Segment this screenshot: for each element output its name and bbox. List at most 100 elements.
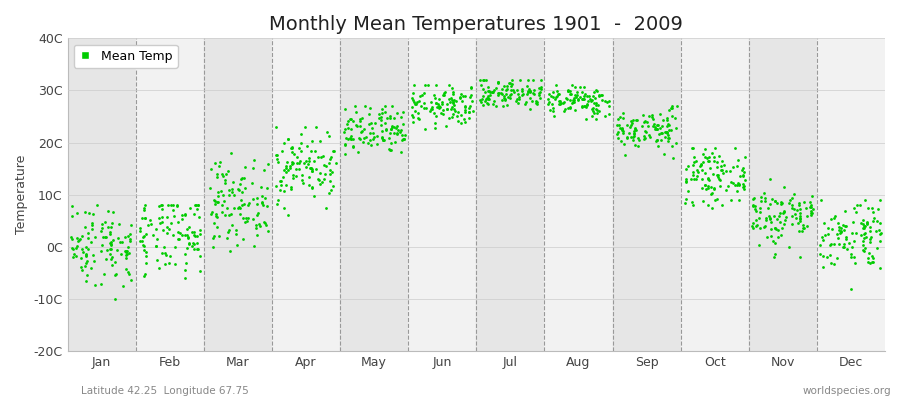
Point — [575, 104, 590, 110]
Point — [839, 222, 853, 229]
Point — [215, 202, 230, 208]
Point — [478, 98, 492, 104]
Bar — [203, 38, 272, 351]
Point — [804, 212, 818, 218]
Point — [710, 159, 724, 166]
Point — [158, 261, 172, 267]
Point — [680, 163, 695, 170]
Point — [561, 87, 575, 93]
Point — [655, 123, 670, 130]
Point — [592, 108, 607, 114]
Point — [396, 136, 410, 142]
Point — [284, 145, 299, 152]
Point — [293, 148, 308, 154]
Point — [369, 133, 383, 140]
Point — [429, 104, 444, 110]
Point — [78, 251, 93, 257]
Point — [390, 130, 404, 136]
Point — [418, 104, 433, 111]
Point — [382, 134, 397, 141]
Point — [212, 189, 226, 195]
Point — [193, 268, 207, 274]
Point — [393, 148, 408, 155]
Point — [81, 235, 95, 241]
Point — [179, 225, 194, 232]
Point — [774, 201, 788, 208]
Point — [707, 145, 722, 151]
Point — [737, 186, 751, 192]
Point — [623, 124, 637, 131]
Point — [74, 254, 88, 261]
Point — [727, 145, 742, 151]
Point — [561, 88, 575, 95]
Bar — [340, 38, 408, 351]
Point — [718, 186, 733, 193]
Point — [785, 201, 799, 208]
Point — [585, 97, 599, 104]
Point — [721, 183, 735, 189]
Point — [241, 202, 256, 208]
Point — [476, 102, 491, 108]
Point — [850, 202, 864, 208]
Point — [69, 234, 84, 241]
Point — [701, 177, 716, 184]
Point — [824, 216, 838, 222]
Point — [827, 215, 842, 222]
Point — [561, 104, 575, 111]
Point — [853, 202, 868, 208]
Point — [696, 159, 710, 166]
Point — [610, 131, 625, 137]
Point — [637, 133, 652, 140]
Point — [629, 127, 643, 133]
Point — [270, 201, 284, 207]
Point — [616, 130, 630, 136]
Point — [391, 123, 405, 129]
Point — [545, 105, 560, 111]
Point — [444, 106, 458, 112]
Point — [96, 234, 111, 240]
Point — [286, 150, 301, 157]
Point — [844, 285, 859, 292]
Point — [554, 99, 569, 106]
Point — [873, 230, 887, 237]
Point — [464, 98, 479, 104]
Point — [454, 112, 469, 118]
Point — [627, 133, 642, 140]
Point — [602, 111, 616, 118]
Point — [510, 87, 525, 93]
Point — [369, 141, 383, 147]
Point — [847, 205, 861, 211]
Point — [844, 250, 859, 257]
Point — [396, 136, 410, 142]
Point — [310, 176, 325, 182]
Point — [90, 202, 104, 208]
Point — [103, 230, 117, 237]
Point — [446, 99, 460, 105]
Point — [159, 224, 174, 230]
Point — [611, 129, 625, 135]
Point — [462, 114, 476, 121]
Point — [302, 155, 316, 161]
Point — [260, 161, 274, 168]
Point — [698, 170, 712, 176]
Point — [752, 209, 767, 216]
Point — [302, 158, 316, 165]
Point — [512, 95, 526, 102]
Point — [175, 232, 189, 238]
Point — [73, 236, 87, 242]
Point — [363, 130, 377, 136]
Point — [680, 176, 694, 182]
Point — [487, 98, 501, 104]
Point — [84, 265, 98, 272]
Point — [104, 239, 118, 246]
Point — [864, 234, 878, 240]
Point — [137, 246, 151, 253]
Point — [526, 90, 540, 96]
Point — [714, 167, 728, 174]
Point — [343, 116, 357, 122]
Point — [81, 230, 95, 236]
Point — [405, 104, 419, 110]
Point — [523, 88, 537, 95]
Point — [462, 108, 476, 115]
Point — [816, 237, 831, 244]
